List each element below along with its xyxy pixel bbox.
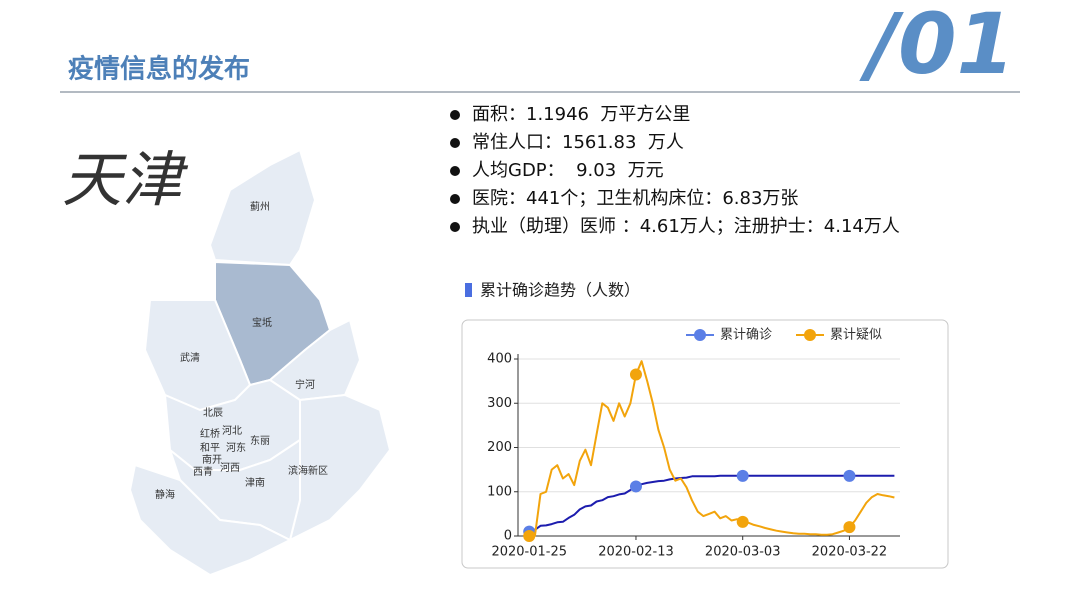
bullet <box>450 110 460 120</box>
map <box>128 148 392 577</box>
x-tick-label: 2020-01-25 <box>491 545 567 560</box>
y-tick-label: 100 <box>487 484 512 499</box>
district-label: 和平 <box>200 442 220 454</box>
district-label: 河北 <box>222 425 242 437</box>
slide-title: 疫情信息的发布 <box>68 54 250 85</box>
legend-marker <box>694 329 706 341</box>
y-tick-label: 0 <box>504 529 512 544</box>
x-tick-label: 2020-03-03 <box>705 545 781 560</box>
district-label: 宝坻 <box>252 316 272 329</box>
series-marker <box>843 469 856 482</box>
series-marker <box>523 530 536 542</box>
district-label: 宁河 <box>295 378 315 391</box>
fact: 常住人口：1561.83 万人 <box>472 132 684 153</box>
fact: 面积：1.1946 万平方公里 <box>472 104 690 125</box>
legend-marker <box>804 329 816 341</box>
district-label: 西青 <box>193 465 213 478</box>
series-marker <box>629 480 642 493</box>
bullet <box>450 166 460 176</box>
district-label: 东丽 <box>250 434 270 447</box>
chart-frame <box>461 319 949 569</box>
district-label: 滨海新区 <box>288 464 328 477</box>
series-line <box>529 360 895 537</box>
city-name: 天津 <box>62 146 189 216</box>
bullet <box>450 222 460 232</box>
district-label: 静海 <box>155 488 175 501</box>
fact: 医院：441个；卫生机构床位：6.83万张 <box>472 188 798 209</box>
district-label: 河西 <box>220 462 240 474</box>
district <box>128 463 293 577</box>
bullet <box>450 194 460 204</box>
fact: 人均GDP： 9.03 万元 <box>472 160 664 181</box>
district-label: 津南 <box>245 476 265 489</box>
chart-title: 累计确诊趋势（人数） <box>480 281 640 300</box>
bullet <box>450 138 460 148</box>
series-marker <box>629 368 642 381</box>
series-marker <box>736 515 749 528</box>
district-label: 河东 <box>226 441 246 454</box>
legend-label: 累计确诊 <box>720 328 772 343</box>
legend-label: 累计疑似 <box>830 327 882 343</box>
x-tick-label: 2020-03-22 <box>812 545 888 560</box>
chart-title-marker <box>465 283 472 297</box>
series-line <box>528 474 895 533</box>
series-marker <box>736 469 749 482</box>
district <box>208 148 317 267</box>
district-label: 北辰 <box>203 407 223 419</box>
y-tick-label: 200 <box>487 440 512 455</box>
fact: 执业（助理）医师 ：4.61万人；注册护士：4.14万人 <box>472 216 900 237</box>
slide-number: /01 <box>858 0 1015 93</box>
y-tick-label: 300 <box>487 396 512 411</box>
district-label: 蓟州 <box>250 200 270 213</box>
x-tick-label: 2020-02-13 <box>598 545 674 560</box>
district-label: 南开 <box>202 453 222 466</box>
district-label: 武清 <box>180 351 200 364</box>
district-label: 红桥 <box>200 427 220 440</box>
y-tick-label: 400 <box>487 352 512 367</box>
series-marker <box>843 521 856 534</box>
